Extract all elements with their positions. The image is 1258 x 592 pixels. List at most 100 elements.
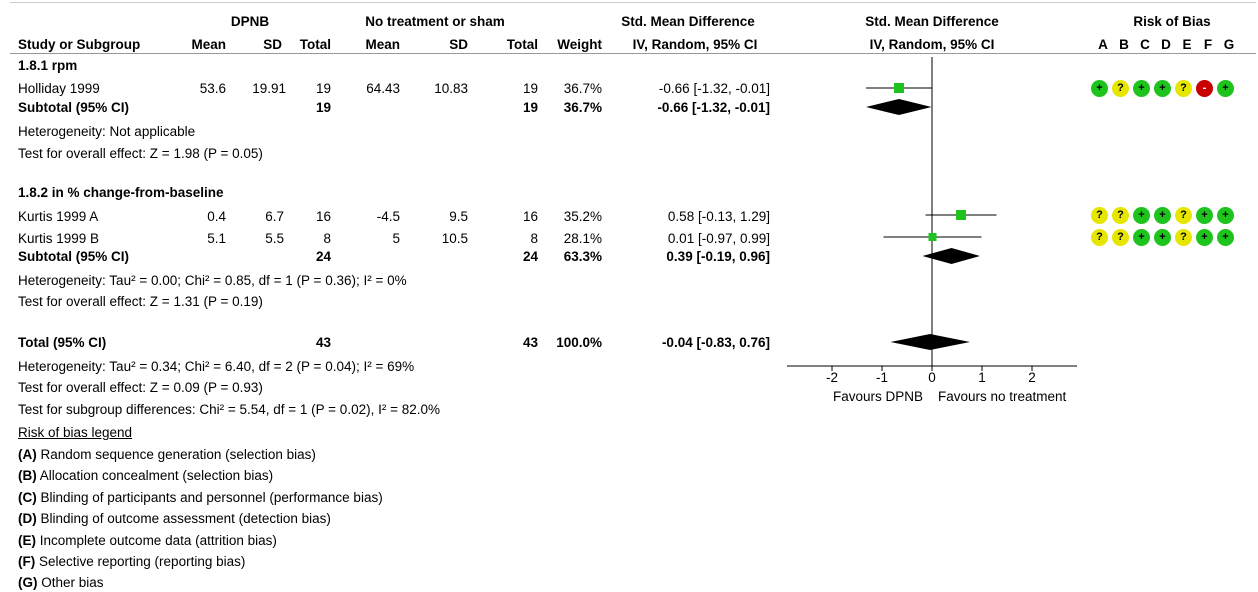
pooled-diamond	[922, 248, 980, 264]
subtotal-label: Subtotal (95% CI)	[18, 249, 130, 264]
subtotal-total1: 24	[315, 249, 331, 264]
subtotal-ci: 0.39 [-0.19, 0.96]	[666, 249, 770, 264]
study-name: Kurtis 1999 B	[18, 231, 100, 246]
header-study: Study or Subgroup	[18, 37, 141, 52]
study-marker	[894, 83, 904, 93]
rob-legend-title: Risk of bias legend	[18, 425, 133, 440]
study-mean2: 64.43	[366, 81, 400, 96]
total-total2: 43	[522, 335, 538, 350]
study-name: Kurtis 1999 A	[18, 209, 99, 224]
rob-low-dot: +	[1154, 80, 1171, 97]
rob-unclear-dot: ?	[1112, 207, 1129, 224]
subtotal-total2: 24	[522, 249, 538, 264]
rob-high-dot: -	[1196, 80, 1213, 97]
header-total1: Total	[299, 37, 331, 52]
subgroup-title: 1.8.2 in % change-from-baseline	[18, 185, 224, 200]
header-mean2: Mean	[365, 37, 400, 52]
subgroup-title: 1.8.1 rpm	[18, 58, 78, 73]
rob-unclear-dot: ?	[1112, 80, 1129, 97]
subgroup-differences: Test for subgroup differences: Chi² = 5.…	[18, 402, 440, 417]
study-sd2: 10.83	[434, 81, 468, 96]
subtotal-weight: 63.3%	[563, 249, 602, 264]
rob-letter-e: E	[1182, 37, 1192, 52]
rob-unclear-dot: ?	[1175, 229, 1192, 246]
rob-letter-b: B	[1119, 37, 1129, 52]
study-sd1: 19.91	[252, 81, 286, 96]
rob-low-dot: +	[1196, 229, 1213, 246]
study-sd1: 5.5	[265, 231, 284, 246]
overall-effect-text: Test for overall effect: Z = 1.31 (P = 0…	[18, 294, 263, 309]
rob-low-dot: +	[1133, 229, 1150, 246]
header-smd-text: Std. Mean Difference	[621, 14, 755, 29]
favours-right-label: Favours no treatment	[938, 389, 1067, 404]
header-weight: Weight	[557, 37, 602, 52]
header-total2: Total	[506, 37, 538, 52]
study-ci: -0.66 [-1.32, -0.01]	[658, 81, 770, 96]
study-total1: 8	[323, 231, 331, 246]
rob-legend-item: (D) Blinding of outcome assessment (dete…	[18, 511, 331, 526]
rob-legend-item: (E) Incomplete outcome data (attrition b…	[18, 533, 277, 548]
rob-low-dot: +	[1133, 80, 1150, 97]
header-rob: Risk of Bias	[1133, 14, 1211, 29]
header-ci-graph: IV, Random, 95% CI	[869, 37, 995, 52]
heterogeneity-text: Heterogeneity: Not applicable	[18, 124, 196, 139]
rob-low-dot: +	[1133, 207, 1150, 224]
rob-low-dot: +	[1217, 229, 1234, 246]
rob-low-dot: +	[1091, 80, 1108, 97]
study-ci: 0.58 [-0.13, 1.29]	[667, 209, 770, 224]
x-axis-tick-label: 1	[978, 370, 986, 385]
study-marker	[956, 210, 966, 220]
rob-legend-item: (G) Other bias	[18, 575, 104, 590]
study-weight: 35.2%	[563, 209, 602, 224]
total-ci: -0.04 [-0.83, 0.76]	[661, 335, 770, 350]
study-sd2: 9.5	[449, 209, 468, 224]
rob-low-dot: +	[1196, 207, 1213, 224]
study-weight: 36.7%	[563, 81, 602, 96]
header-group1: DPNB	[230, 14, 270, 29]
header-ci-text: IV, Random, 95% CI	[632, 37, 758, 52]
study-mean2: 5	[392, 231, 400, 246]
rob-letter-g: G	[1223, 37, 1235, 52]
rob-legend-item: (F) Selective reporting (reporting bias)	[18, 554, 246, 569]
header-smd-graph: Std. Mean Difference	[865, 14, 999, 29]
rob-unclear-dot: ?	[1112, 229, 1129, 246]
rob-legend-item: (B) Allocation concealment (selection bi…	[18, 468, 274, 483]
heterogeneity-text: Heterogeneity: Tau² = 0.00; Chi² = 0.85,…	[18, 273, 407, 288]
study-name: Holliday 1999	[18, 81, 100, 96]
rob-unclear-dot: ?	[1175, 80, 1192, 97]
rob-letter-c: C	[1140, 37, 1150, 52]
total-overall-effect: Test for overall effect: Z = 0.09 (P = 0…	[18, 380, 263, 395]
subtotal-total2: 19	[522, 100, 538, 115]
study-sd2: 10.5	[441, 231, 468, 246]
rob-letter-a: A	[1098, 37, 1108, 52]
x-axis-tick-label: 0	[928, 370, 936, 385]
study-total2: 19	[522, 81, 538, 96]
study-total2: 16	[522, 209, 538, 224]
rob-unclear-dot: ?	[1091, 229, 1108, 246]
header-rule	[10, 53, 1256, 54]
study-ci: 0.01 [-0.97, 0.99]	[667, 231, 770, 246]
study-mean1: 5.1	[207, 231, 226, 246]
total-weight: 100.0%	[556, 335, 602, 350]
study-mean1: 53.6	[199, 81, 226, 96]
pooled-diamond	[890, 334, 970, 350]
header-sd2: SD	[449, 37, 468, 52]
study-total2: 8	[530, 231, 538, 246]
pooled-diamond	[866, 99, 932, 115]
subtotal-ci: -0.66 [-1.32, -0.01]	[657, 100, 770, 115]
rob-low-dot: +	[1217, 207, 1234, 224]
study-total1: 19	[315, 81, 331, 96]
rob-low-dot: +	[1217, 80, 1234, 97]
rob-low-dot: +	[1154, 207, 1171, 224]
subtotal-total1: 19	[315, 100, 331, 115]
rob-unclear-dot: ?	[1091, 207, 1108, 224]
subtotal-label: Subtotal (95% CI)	[18, 100, 130, 115]
total-label: Total (95% CI)	[18, 335, 107, 350]
study-mean2: -4.5	[376, 209, 400, 224]
x-axis-tick-label: 2	[1028, 370, 1036, 385]
subtotal-weight: 36.7%	[563, 100, 602, 115]
rob-legend-item: (A) Random sequence generation (selectio…	[18, 447, 316, 462]
header-group2: No treatment or sham	[365, 14, 505, 29]
total-heterogeneity: Heterogeneity: Tau² = 0.34; Chi² = 6.40,…	[18, 359, 415, 374]
